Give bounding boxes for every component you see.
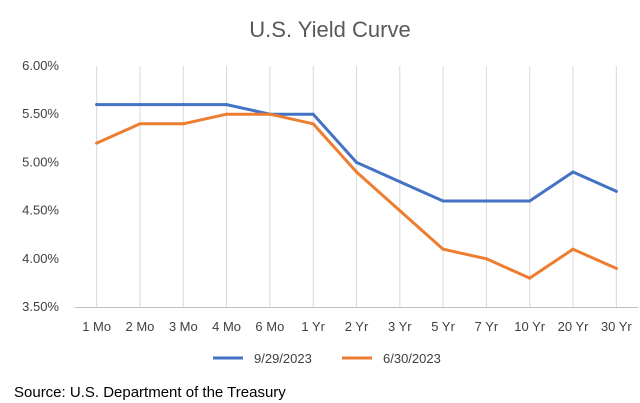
y-tick-label: 5.50% [22, 106, 59, 121]
data-point [181, 122, 185, 126]
x-axis-tick-labels: 1 Mo 2 Mo 3 Mo 4 Mo 6 Mo 1 Yr 2 Yr 3 Yr 5 Yr 7 Yr… [82, 319, 632, 334]
x-tick-label: 5 Yr [431, 319, 455, 334]
y-tick-label: 4.00% [22, 251, 59, 266]
data-point [484, 257, 488, 261]
data-point [311, 112, 315, 116]
data-point [268, 112, 272, 116]
data-point [614, 266, 618, 270]
x-tick-label: 6 Mo [255, 319, 284, 334]
data-point [225, 112, 229, 116]
data-point [571, 170, 575, 174]
data-point [181, 103, 185, 107]
y-tick-label: 5.00% [22, 154, 59, 169]
data-point [355, 170, 358, 174]
data-point [225, 103, 229, 107]
data-point [441, 199, 445, 203]
x-tick-label: 20 Yr [558, 319, 590, 334]
data-point [528, 276, 532, 280]
x-tick-label: 10 Yr [514, 319, 546, 334]
data-point [95, 141, 99, 145]
source-note: Source: U.S. Department of the Treasury [14, 384, 286, 401]
data-point [398, 180, 402, 184]
data-point [528, 199, 532, 203]
data-point [484, 199, 488, 203]
data-point [441, 247, 445, 251]
x-tick-label: 1 Yr [301, 319, 325, 334]
chart-title: U.S. Yield Curve [249, 17, 410, 42]
data-point [138, 103, 142, 107]
data-point [138, 122, 142, 126]
y-tick-label: 3.50% [22, 299, 59, 314]
x-tick-label: 2 Mo [126, 319, 155, 334]
y-tick-label: 4.50% [22, 203, 59, 218]
data-point [614, 189, 618, 193]
data-point [355, 160, 358, 164]
data-point [311, 122, 315, 126]
y-tick-label: 6.00% [22, 58, 59, 73]
data-point [95, 103, 99, 107]
x-tick-label: 7 Yr [475, 319, 499, 334]
y-axis-tick-labels: 6.00% 5.50% 5.00% 4.50% 4.00% 3.50% [22, 58, 59, 314]
x-tick-label: 3 Mo [169, 319, 198, 334]
legend-label-series-2: 6/30/2023 [383, 351, 441, 366]
series-lines [95, 103, 618, 280]
legend-label-series-1: 9/29/2023 [254, 351, 312, 366]
x-tick-label: 1 Mo [82, 319, 111, 334]
x-tick-label: 3 Yr [388, 319, 412, 334]
x-tick-label: 30 Yr [601, 319, 633, 334]
data-point [398, 209, 402, 213]
x-tick-label: 2 Yr [345, 319, 369, 334]
data-point [571, 247, 575, 251]
x-tick-label: 4 Mo [212, 319, 241, 334]
legend: 9/29/2023 6/30/2023 [213, 351, 441, 366]
